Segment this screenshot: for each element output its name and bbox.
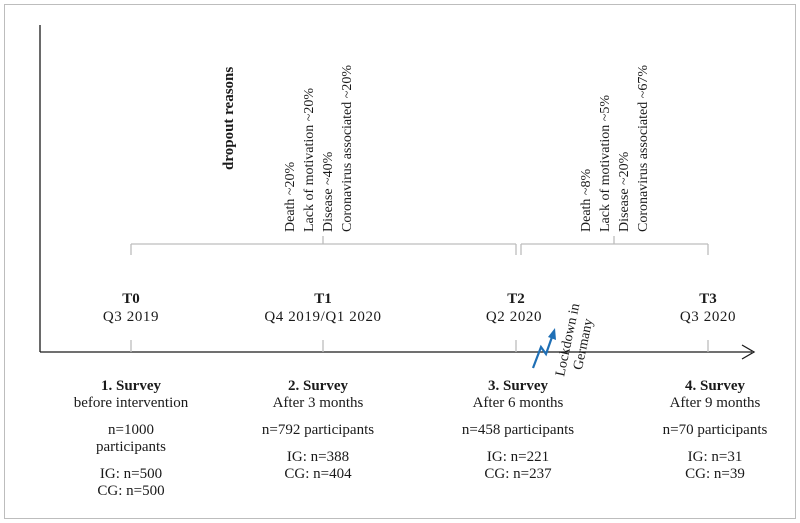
dropout-reason: Lack of motivation ~20%: [302, 88, 317, 232]
survey-ig: IG: n=388: [286, 449, 350, 465]
dropout-reason: Coronavirus associated ~20%: [340, 65, 355, 232]
lockdown-arrow-icon: [531, 328, 556, 369]
dropout-group-2: Death ~8% Lack of motivation ~5% Disease…: [579, 65, 651, 232]
survey-cg: CG: n=500: [97, 483, 165, 499]
survey-participants: n=70 participants: [662, 422, 768, 438]
timepoint-date-t3: Q3 2020: [680, 309, 736, 325]
survey-participants-cont: participants: [96, 439, 166, 455]
survey-subtitle: After 6 months: [472, 395, 564, 411]
survey-cg: CG: n=237: [484, 466, 552, 482]
dropout-reasons-title: dropout reasons: [221, 67, 237, 170]
survey-subtitle: before intervention: [73, 395, 189, 411]
timeline-arrowhead: [741, 344, 756, 360]
survey-participants: n=792 participants: [261, 422, 375, 438]
survey-title: 4. Survey: [685, 378, 745, 394]
survey-subtitle: After 9 months: [669, 395, 761, 411]
diagram-frame: [4, 4, 796, 519]
dropout-bracket-1: [130, 236, 517, 255]
timepoint-label-t1: T1: [314, 291, 332, 307]
dropout-bracket-2: [520, 236, 709, 255]
timepoint-label-t3: T3: [699, 291, 717, 307]
timepoint-label-t2: T2: [507, 291, 525, 307]
survey-block-2: 2. Survey After 3 months n=792 participa…: [218, 378, 418, 483]
timepoint-label-t0: T0: [122, 291, 140, 307]
dropout-reason: Death ~20%: [283, 161, 298, 232]
survey-ig: IG: n=500: [99, 466, 163, 482]
timepoint-date-t0: Q3 2019: [103, 309, 159, 325]
dropout-reason: Disease ~20%: [617, 151, 632, 232]
dropout-reason: Death ~8%: [579, 168, 594, 232]
survey-title: 1. Survey: [101, 378, 161, 394]
dropout-reason: Coronavirus associated ~67%: [636, 65, 651, 232]
survey-ig: IG: n=221: [486, 449, 550, 465]
survey-participants: n=458 participants: [461, 422, 575, 438]
timepoint-date-t1: Q4 2019/Q1 2020: [264, 309, 381, 325]
timeline-ticks: [130, 340, 709, 352]
dropout-reason: Disease ~40%: [321, 151, 336, 232]
survey-cg: CG: n=404: [284, 466, 352, 482]
survey-block-3: 3. Survey After 6 months n=458 participa…: [418, 378, 618, 483]
lockdown-label: Lockdown in Germany: [553, 299, 599, 382]
survey-subtitle: After 3 months: [272, 395, 364, 411]
timepoint-date-t2: Q2 2020: [486, 309, 542, 325]
survey-title: 2. Survey: [288, 378, 348, 394]
survey-ig: IG: n=31: [687, 449, 743, 465]
dropout-reason: Lack of motivation ~5%: [598, 95, 613, 232]
survey-block-1: 1. Survey before intervention n=1000 par…: [31, 378, 231, 500]
survey-title: 3. Survey: [488, 378, 548, 394]
survey-cg: CG: n=39: [685, 466, 745, 482]
dropout-group-1: Death ~20% Lack of motivation ~20% Disea…: [283, 65, 355, 232]
survey-block-4: 4. Survey After 9 months n=70 participan…: [615, 378, 800, 483]
survey-participants: n=1000: [108, 422, 154, 438]
